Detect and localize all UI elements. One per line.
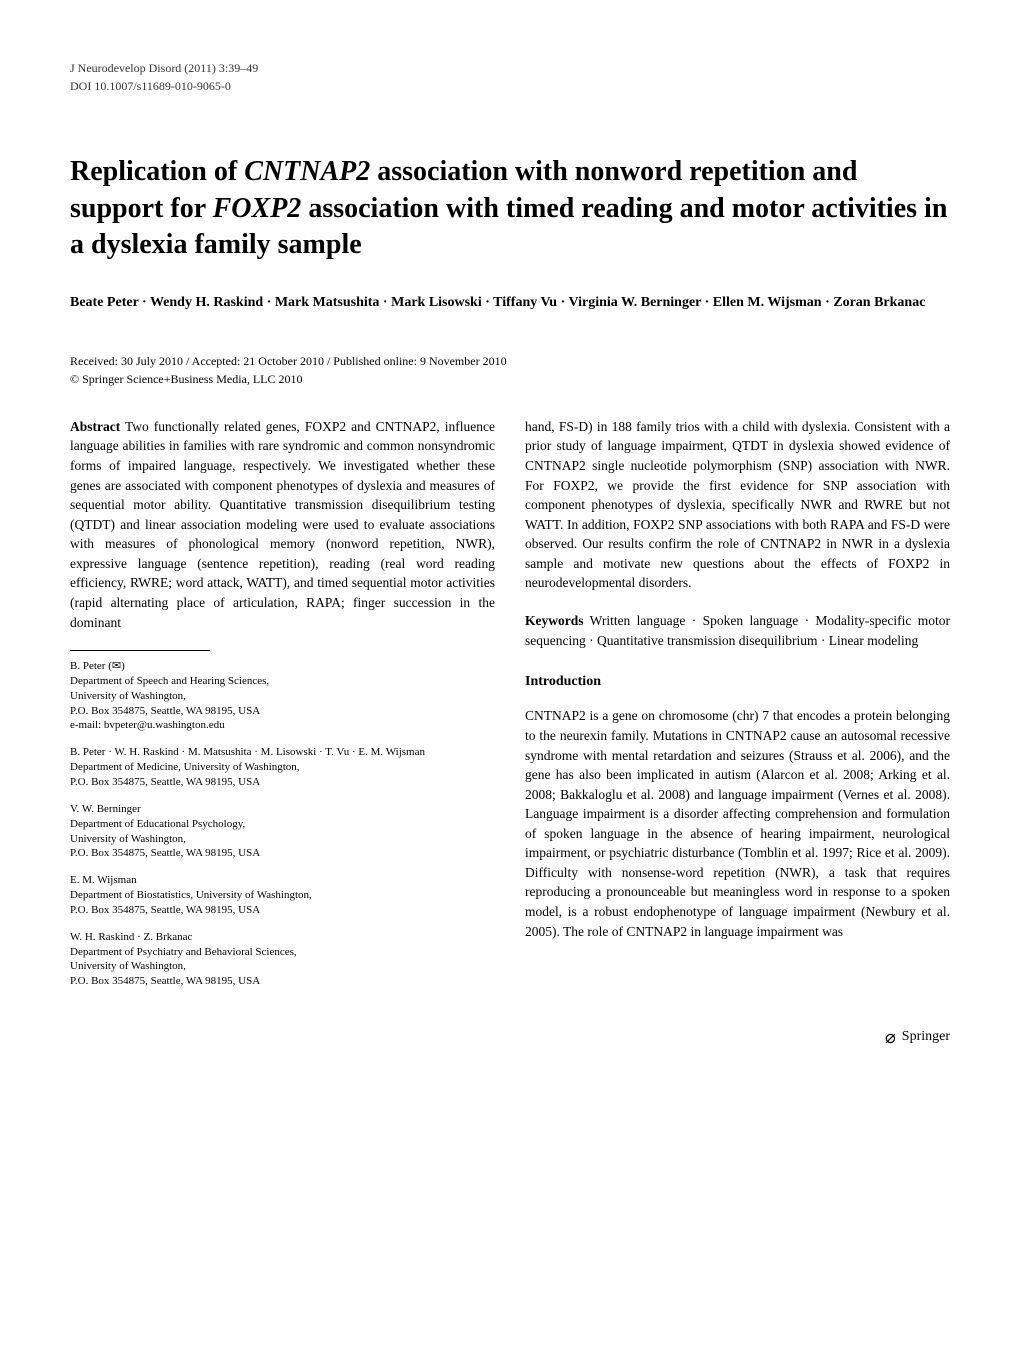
affiliation-block-3: V. W. Berninger Department of Educationa… [70, 802, 495, 861]
left-column: Abstract Two functionally related genes,… [70, 417, 495, 1001]
affil-addr: P.O. Box 354875, Seattle, WA 98195, USA [70, 903, 495, 918]
affil-univ: University of Washington, [70, 689, 495, 704]
affil-addr: P.O. Box 354875, Seattle, WA 98195, USA [70, 974, 495, 989]
affil-authors: B. Peter · W. H. Raskind · M. Matsushita… [70, 745, 495, 760]
affil-univ: University of Washington, [70, 832, 495, 847]
affil-dept: Department of Medicine, University of Wa… [70, 760, 495, 775]
author-list: Beate Peter · Wendy H. Raskind · Mark Ma… [70, 292, 950, 313]
affil-addr: P.O. Box 354875, Seattle, WA 98195, USA [70, 704, 495, 719]
affil-authors: B. Peter (✉) [70, 659, 495, 674]
doi: DOI 10.1007/s11689-010-9065-0 [70, 78, 950, 94]
affiliation-block-5: W. H. Raskind · Z. Brkanac Department of… [70, 930, 495, 989]
affil-addr: P.O. Box 354875, Seattle, WA 98195, USA [70, 775, 495, 790]
springer-logo-icon: ⌀ [885, 1025, 896, 1049]
two-column-body: Abstract Two functionally related genes,… [70, 417, 950, 1001]
affiliation-divider [70, 650, 210, 651]
abstract-continuation: hand, FS-D) in 188 family trios with a c… [525, 417, 950, 593]
abstract-text-left: Two functionally related genes, FOXP2 an… [70, 419, 495, 630]
copyright-notice: © Springer Science+Business Media, LLC 2… [70, 371, 950, 387]
title-text-1: Replication of [70, 156, 244, 187]
keywords-text: Written language · Spoken language · Mod… [525, 613, 950, 648]
affil-authors: W. H. Raskind · Z. Brkanac [70, 930, 495, 945]
introduction-text: CNTNAP2 is a gene on chromosome (chr) 7 … [525, 706, 950, 941]
affil-dept: Department of Psychiatry and Behavioral … [70, 945, 495, 960]
publication-dates: Received: 30 July 2010 / Accepted: 21 Oc… [70, 353, 950, 369]
affil-univ: University of Washington, [70, 959, 495, 974]
affil-dept: Department of Educational Psychology, [70, 817, 495, 832]
affil-dept: Department of Biostatistics, University … [70, 888, 495, 903]
abstract-paragraph: Abstract Two functionally related genes,… [70, 417, 495, 632]
affiliation-block-2: B. Peter · W. H. Raskind · M. Matsushita… [70, 745, 495, 790]
abstract-label: Abstract [70, 419, 120, 434]
title-gene-2: FOXP2 [213, 193, 302, 224]
journal-reference: J Neurodevelop Disord (2011) 3:39–49 [70, 60, 950, 76]
introduction-heading: Introduction [525, 672, 950, 692]
keywords-label: Keywords [525, 613, 584, 628]
publisher-name: Springer [902, 1028, 950, 1047]
affiliation-block-4: E. M. Wijsman Department of Biostatistic… [70, 873, 495, 918]
affil-authors: E. M. Wijsman [70, 873, 495, 888]
affil-authors: V. W. Berninger [70, 802, 495, 817]
affil-email: e-mail: bvpeter@u.washington.edu [70, 718, 495, 733]
page-footer: ⌀ Springer [70, 1025, 950, 1049]
article-title: Replication of CNTNAP2 association with … [70, 154, 950, 263]
keywords-paragraph: Keywords Written language · Spoken langu… [525, 611, 950, 650]
affil-addr: P.O. Box 354875, Seattle, WA 98195, USA [70, 846, 495, 861]
affil-dept: Department of Speech and Hearing Science… [70, 674, 495, 689]
title-gene-1: CNTNAP2 [244, 156, 370, 187]
right-column: hand, FS-D) in 188 family trios with a c… [525, 417, 950, 1001]
affiliation-block-1: B. Peter (✉) Department of Speech and He… [70, 659, 495, 733]
